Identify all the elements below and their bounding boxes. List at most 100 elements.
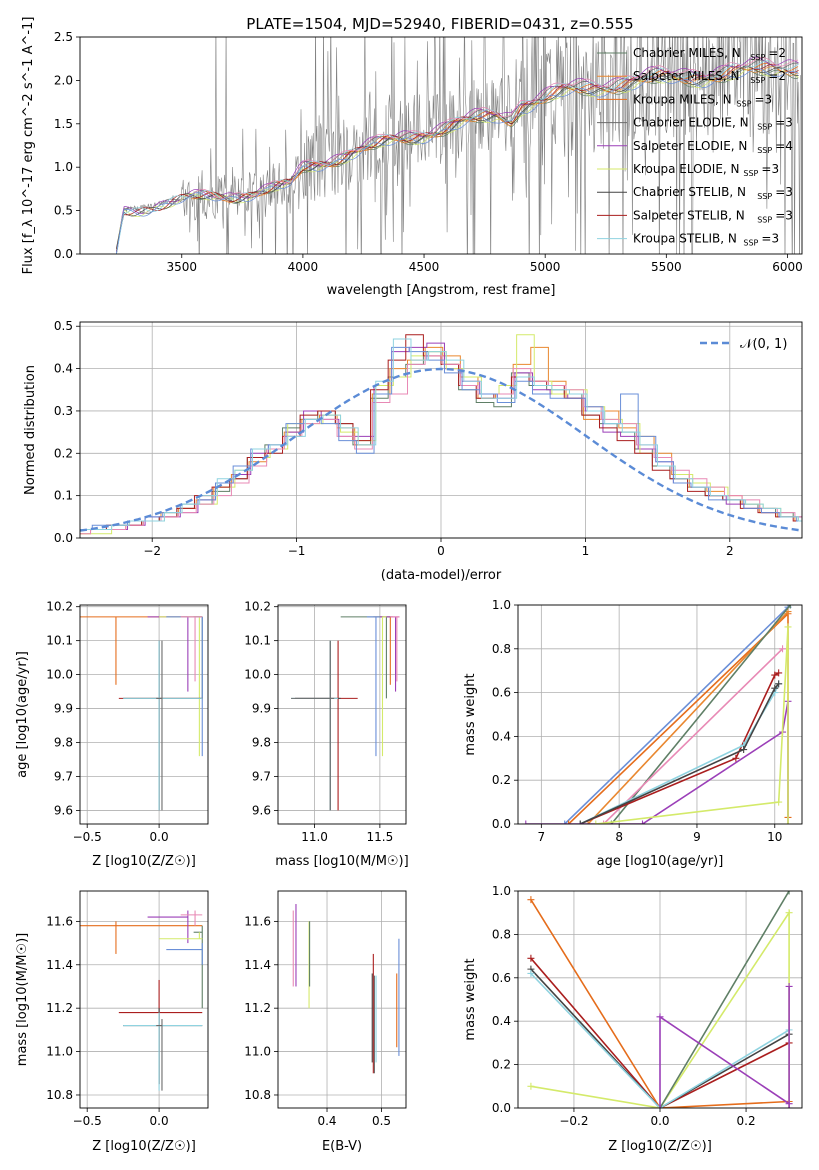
data-marker	[785, 1104, 793, 1108]
y-tick-label: 9.7	[252, 769, 271, 783]
massweight-line	[579, 672, 780, 824]
legend-label: 𝒩(0, 1)	[740, 337, 787, 352]
y-tick-label: 11.2	[46, 1001, 73, 1015]
y-tick-label: 10.0	[46, 668, 73, 682]
y-tick-label: 10.2	[244, 600, 271, 614]
data-marker	[779, 645, 787, 653]
y-axis-label: Normed distribution	[23, 365, 38, 495]
y-tick-label: 10.1	[46, 634, 73, 648]
y-tick-label: 10.2	[46, 600, 73, 614]
y-tick-label: 9.8	[252, 736, 271, 750]
y-tick-label: 10.1	[244, 634, 271, 648]
data-marker	[522, 820, 530, 824]
histogram-series	[80, 346, 802, 535]
x-tick-label: 2	[726, 544, 734, 558]
data-marker	[775, 669, 783, 677]
data-marker	[527, 896, 535, 904]
y-tick-label: 0.3	[54, 404, 73, 418]
legend-subscript: SSP	[743, 169, 758, 178]
y-tick-label: 0.4	[492, 1014, 511, 1028]
x-tick-label: 0.0	[150, 1114, 169, 1128]
model-spectrum-line	[116, 59, 799, 254]
y-tick-label: 0.0	[54, 247, 73, 261]
y-tick-label: 11.0	[46, 1045, 73, 1059]
x-tick-label: 0.5	[372, 1114, 391, 1128]
axes-frame	[79, 604, 209, 825]
y-tick-label: 9.6	[252, 803, 271, 817]
massweight-line	[530, 957, 790, 1108]
data-marker	[527, 1082, 535, 1090]
y-tick-label: 1.0	[492, 884, 511, 898]
y-tick-label: 11.4	[244, 958, 271, 972]
x-tick-label: 7	[538, 830, 546, 844]
y-tick-label: 9.9	[252, 702, 271, 716]
spectrum-panel: 3500 4000 4500 5000 5500 6000 0.0 0.5 1.0 1.5 2.0 2…	[21, 17, 803, 298]
legend-nssp: =3	[775, 116, 793, 130]
model-spectrum-line	[191, 57, 799, 199]
massweight-line	[530, 899, 790, 1108]
y-tick-label: 0.5	[54, 319, 73, 333]
data-marker	[638, 820, 646, 824]
legend-nssp: =3	[775, 185, 793, 199]
massweight-line	[587, 611, 789, 824]
y-tick-label: 11.4	[46, 958, 73, 972]
x-tick-label: 0.0	[650, 1114, 669, 1128]
y-tick-label: 0.6	[492, 971, 511, 985]
data-marker	[561, 820, 569, 824]
massweight-vs-metallicity-panel: −0.2 0.0 0.2 0.0 0.2 0.4 0.6 0.8 1.0 Z [log10(Z/Z…	[463, 884, 803, 1154]
legend-nssp: =3	[761, 232, 779, 246]
plot-area	[292, 904, 400, 1074]
data-marker	[584, 820, 592, 824]
y-tick-label: 0.1	[54, 489, 73, 503]
y-tick-label: 0.0	[492, 817, 511, 831]
legend-label: Chabrier MILES, N	[633, 46, 741, 60]
x-tick-label: 10	[767, 830, 782, 844]
y-axis-label: mass weight	[463, 958, 478, 1040]
legend-subscript: SSP	[757, 123, 772, 132]
data-marker	[785, 891, 793, 895]
x-tick-label: 0	[437, 544, 445, 558]
axes-frame	[79, 36, 803, 255]
model-spectrum-line	[115, 56, 799, 253]
histogram-series	[80, 346, 802, 531]
data-marker	[656, 1013, 664, 1021]
legend-subscript: SSP	[757, 146, 772, 155]
data-marker	[771, 671, 779, 679]
y-tick-label: 2.5	[54, 30, 73, 44]
legend-nssp: =2	[768, 69, 786, 83]
legend-label: Salpeter MILES, N	[633, 69, 740, 83]
y-axis-label: mass [log10(M/M☉)]	[15, 933, 30, 1066]
data-marker	[785, 909, 793, 917]
data-marker	[784, 623, 792, 631]
x-tick-label: 6000	[772, 260, 803, 274]
x-tick-label: 0.2	[737, 1114, 756, 1128]
massweight-line	[579, 683, 780, 824]
histogram-series	[80, 338, 802, 531]
massweight-vs-age-panel: 7 8 9 10 0.0 0.2 0.4 0.6 0.8 1.0 age [log10(age/yr…	[463, 598, 803, 869]
x-axis-label: E(B-V)	[322, 1139, 362, 1154]
histogram-series	[80, 334, 802, 535]
legend-nssp: =4	[775, 139, 793, 153]
x-tick-label: −1	[288, 544, 306, 558]
y-tick-label: 0.2	[492, 1058, 511, 1072]
data-marker	[740, 746, 748, 754]
age-vs-metallicity-panel: −0.5 0.0 9.6 9.7 9.8 9.9 10.0 10.1 10.2 Z [log10(…	[15, 600, 209, 869]
data-marker	[771, 684, 779, 692]
axes-frame	[517, 604, 803, 825]
legend-label: Salpeter ELODIE, N	[633, 139, 747, 153]
data-marker	[527, 954, 535, 962]
y-tick-label: 9.6	[54, 803, 73, 817]
y-axis-label: age [log10(age/yr)]	[15, 651, 30, 778]
legend-subscript: SSP	[737, 99, 752, 108]
data-marker	[775, 798, 783, 806]
y-tick-label: 1.5	[54, 117, 73, 131]
normal-curve	[80, 367, 802, 532]
y-tick-label: 0.0	[492, 1101, 511, 1115]
massweight-line	[530, 968, 790, 1108]
x-tick-label: −0.5	[73, 1114, 102, 1128]
plot-area	[522, 605, 794, 824]
data-marker	[592, 820, 600, 824]
mass-vs-metallicity-panel: −0.5 0.0 10.8 11.0 11.2 11.4 11.6 Z [log10(Z/Z☉…	[15, 890, 209, 1154]
massweight-line	[564, 606, 789, 824]
